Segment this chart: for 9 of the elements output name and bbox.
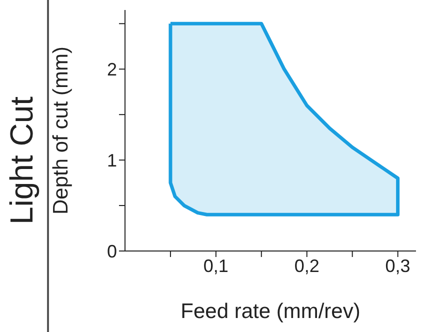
x-tick-label: 0,1 bbox=[203, 256, 228, 276]
x-tick-label: 0,2 bbox=[294, 256, 320, 276]
text: Light Cut bbox=[4, 96, 40, 224]
y-tick-label: 2 bbox=[106, 60, 117, 80]
y-tick-label: 1 bbox=[106, 150, 117, 170]
y-tick-label: 0 bbox=[106, 241, 117, 262]
x-axis-title: Feed rate (mm/rev) bbox=[180, 300, 360, 323]
y-axis-title: Depth of cut (mm) bbox=[49, 46, 72, 215]
x-tick-label: 0,3 bbox=[385, 256, 410, 276]
